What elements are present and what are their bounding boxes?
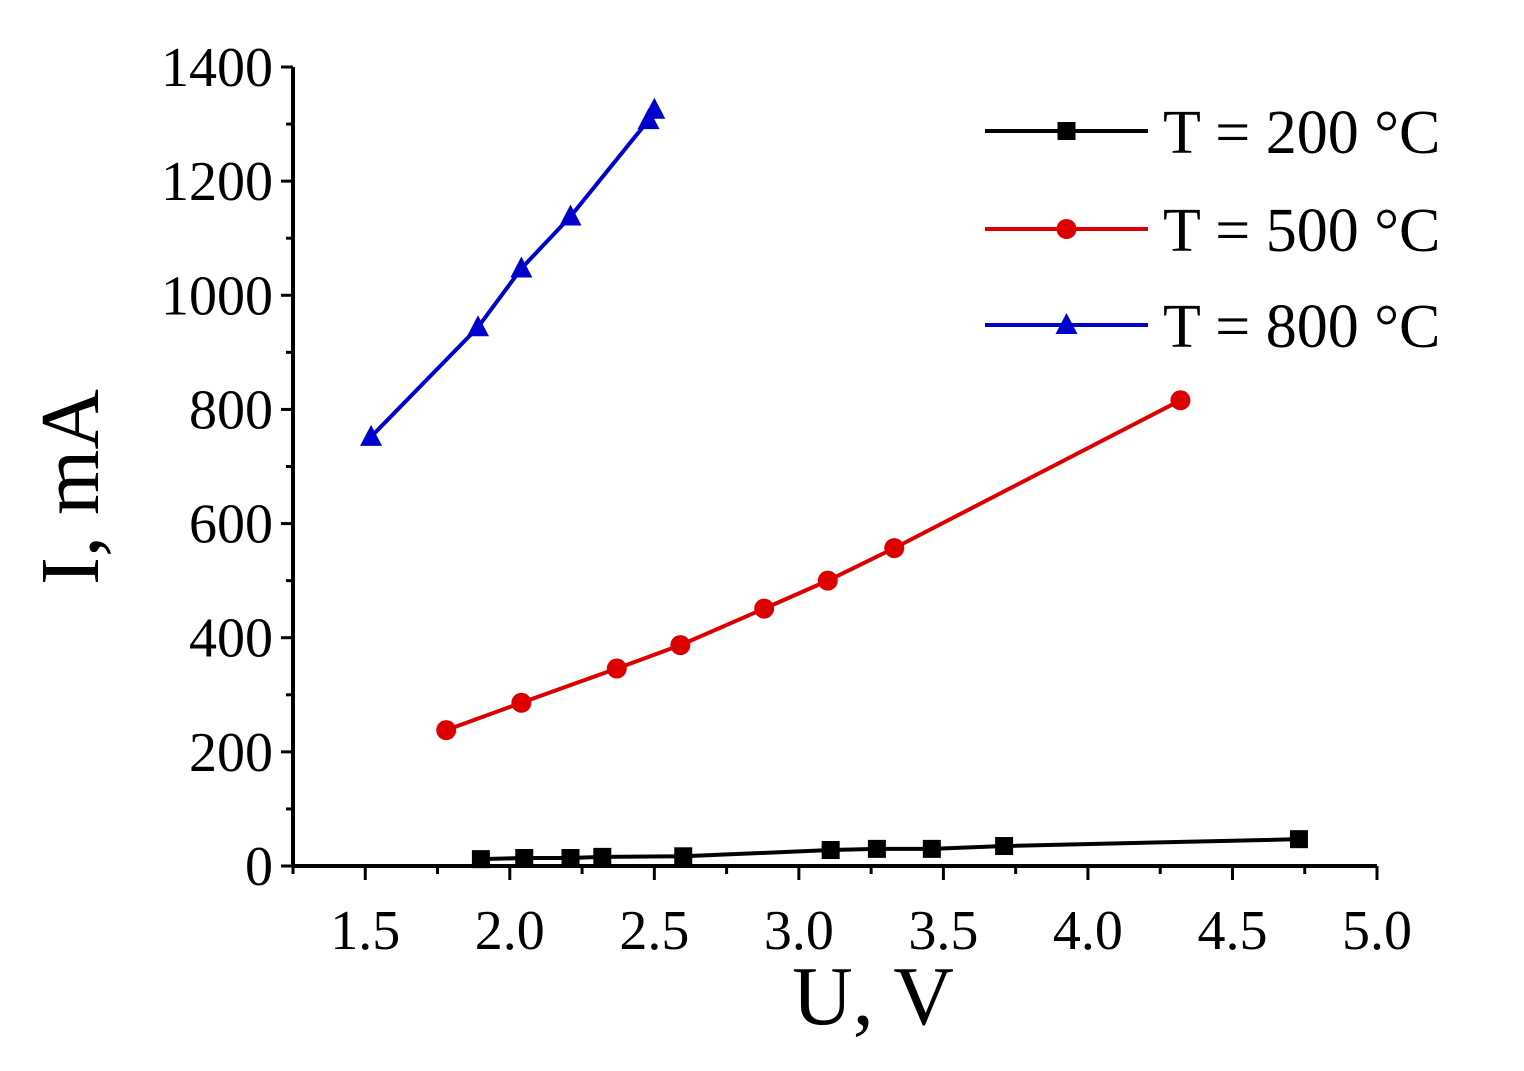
data-point [467, 315, 490, 337]
x-tick-label: 4.0 [1053, 900, 1123, 962]
y-tick-label: 800 [189, 379, 273, 441]
data-point [471, 850, 490, 869]
series-3 [360, 97, 666, 446]
y-ticks: 0 200 400 600 800 1000 1200 1400 [161, 37, 293, 898]
data-point [643, 97, 666, 119]
data-point [360, 424, 383, 446]
data-point [515, 849, 534, 868]
legend: T = 200 °C T = 500 °C T = 800 °C [985, 99, 1440, 361]
data-point [821, 841, 840, 860]
data-point [995, 837, 1014, 856]
data-point [561, 849, 580, 868]
data-point [1289, 830, 1308, 849]
y-tick-label: 400 [189, 608, 273, 670]
legend-entry-2: T = 500 °C [985, 197, 1440, 265]
data-point [511, 692, 532, 713]
x-ticks: 1.5 2.0 2.5 3.0 3.5 4.0 4.5 5.0 [291, 866, 1412, 962]
x-tick-label: 2.5 [619, 900, 689, 962]
data-point [817, 570, 838, 591]
legend-entry-1: T = 200 °C [985, 99, 1440, 167]
axes [291, 67, 1377, 868]
legend-marker [1055, 313, 1078, 334]
x-tick-label: 2.0 [475, 900, 545, 962]
y-tick-label: 1400 [161, 37, 273, 99]
x-tick-label: 3.0 [764, 900, 834, 962]
y-axis-title: I, mA [24, 389, 117, 585]
data-point [510, 256, 533, 278]
data-point [922, 839, 941, 858]
legend-entry-3: T = 800 °C [985, 293, 1440, 361]
series-1 [471, 830, 1308, 869]
x-tick-label: 1.5 [330, 900, 400, 962]
x-tick-label: 3.5 [908, 900, 978, 962]
series-line [480, 837, 1299, 862]
data-point [559, 204, 582, 226]
data-point [593, 847, 612, 866]
data-point [606, 658, 627, 679]
x-tick-label: 4.5 [1197, 900, 1267, 962]
series-2 [436, 390, 1191, 741]
series-line [445, 398, 1182, 733]
data-point [867, 839, 886, 858]
legend-label: T = 200 °C [1163, 99, 1440, 167]
y-tick-label: 600 [189, 494, 273, 556]
legend-marker [1056, 219, 1077, 239]
data-point [1170, 390, 1191, 411]
x-tick-label: 5.0 [1342, 900, 1412, 962]
y-tick-label: 1200 [161, 151, 273, 213]
y-tick-label: 200 [189, 722, 273, 784]
data-point [670, 635, 691, 656]
data-point [436, 720, 457, 741]
legend-label: T = 800 °C [1163, 293, 1440, 361]
data-point [754, 598, 775, 619]
y-tick-label: 0 [245, 836, 273, 898]
data-point [884, 538, 905, 559]
y-tick-label: 1000 [161, 265, 273, 327]
series-layer [360, 97, 1308, 869]
x-axis-title: U, V [792, 950, 954, 1043]
legend-marker [1057, 122, 1076, 140]
data-point [674, 847, 693, 866]
legend-label: T = 500 °C [1163, 197, 1440, 265]
